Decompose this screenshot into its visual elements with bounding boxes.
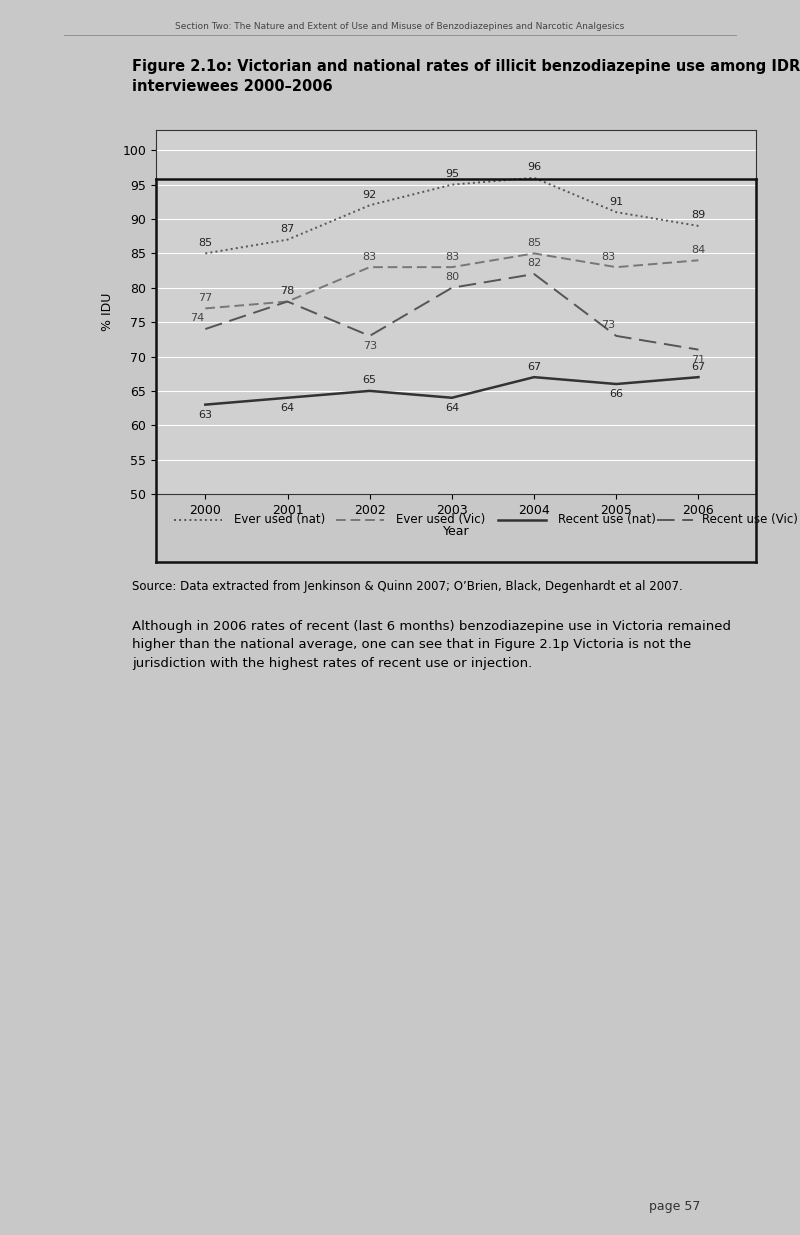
- Text: 73: 73: [362, 341, 377, 351]
- Text: 65: 65: [362, 375, 377, 385]
- Text: 63: 63: [198, 410, 212, 420]
- Text: page 57: page 57: [649, 1199, 700, 1213]
- Text: 64: 64: [445, 403, 459, 412]
- Text: 85: 85: [527, 238, 541, 248]
- Text: 64: 64: [281, 403, 294, 412]
- Text: 84: 84: [691, 245, 706, 254]
- Text: Source: Data extracted from Jenkinson & Quinn 2007; O’Brien, Black, Degenhardt e: Source: Data extracted from Jenkinson & …: [132, 580, 682, 594]
- X-axis label: Year: Year: [442, 525, 470, 538]
- Text: 96: 96: [527, 162, 541, 172]
- Text: Ever used (Vic): Ever used (Vic): [396, 514, 486, 526]
- Text: 87: 87: [280, 224, 294, 235]
- Text: 83: 83: [445, 252, 459, 262]
- Text: 78: 78: [280, 287, 294, 296]
- Text: 78: 78: [280, 287, 294, 296]
- Text: 77: 77: [198, 293, 213, 303]
- Text: Recent use (Vic): Recent use (Vic): [702, 514, 798, 526]
- Text: 74: 74: [190, 314, 204, 324]
- Text: 83: 83: [362, 252, 377, 262]
- Text: Although in 2006 rates of recent (last 6 months) benzodiazepine use in Victoria : Although in 2006 rates of recent (last 6…: [132, 620, 731, 669]
- Text: 91: 91: [610, 196, 623, 206]
- Y-axis label: % IDU: % IDU: [101, 293, 114, 331]
- Text: 73: 73: [601, 320, 615, 330]
- Text: interviewees 2000–2006: interviewees 2000–2006: [132, 79, 333, 94]
- Text: Section Two: The Nature and Extent of Use and Misuse of Benzodiazepines and Narc: Section Two: The Nature and Extent of Us…: [175, 22, 625, 31]
- Text: 67: 67: [527, 362, 541, 372]
- Text: 85: 85: [198, 238, 212, 248]
- Text: 67: 67: [691, 362, 706, 372]
- Text: 83: 83: [601, 252, 615, 262]
- Text: 95: 95: [445, 169, 459, 179]
- Text: 92: 92: [362, 190, 377, 200]
- Text: 71: 71: [691, 354, 706, 364]
- Text: 82: 82: [527, 258, 542, 268]
- Text: 66: 66: [610, 389, 623, 399]
- Text: 80: 80: [445, 272, 459, 283]
- Text: Recent use (nat): Recent use (nat): [558, 514, 656, 526]
- Text: Ever used (nat): Ever used (nat): [234, 514, 326, 526]
- Text: 89: 89: [691, 210, 706, 220]
- Text: Figure 2.1o: Victorian and national rates of illicit benzodiazepine use among ID: Figure 2.1o: Victorian and national rate…: [132, 59, 800, 74]
